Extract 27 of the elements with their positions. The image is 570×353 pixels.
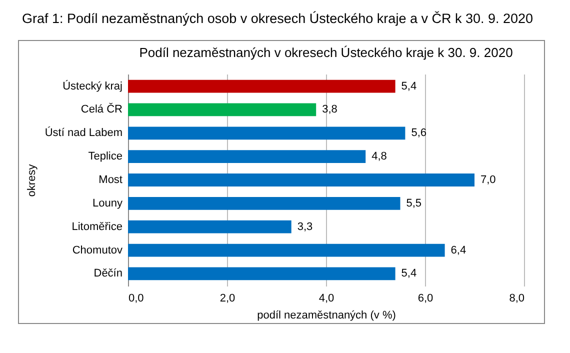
data-label: 5,4 [401, 80, 417, 92]
data-label: 3,8 [322, 104, 338, 116]
y-tick-label: Chomutov [72, 244, 123, 256]
data-label: 6,4 [450, 244, 466, 256]
y-tick-label: Ústecký kraj [62, 79, 122, 92]
x-tick-label: 0,0 [128, 292, 144, 304]
y-tick-label: Louny [92, 197, 123, 210]
y-axis-title: okresy [26, 164, 38, 197]
y-tick-label: Teplice [88, 150, 122, 163]
x-tick-label: 8,0 [509, 292, 524, 304]
data-label: 4,8 [372, 150, 387, 163]
y-tick-label: Most [98, 174, 122, 186]
data-label: 7,0 [480, 174, 496, 186]
chart-subtitle: Podíl nezaměstnaných v okresech Ústeckého kraje k 30. 9. 2020 [139, 45, 513, 60]
y-tick-label: Ústí nad Labem [44, 126, 122, 140]
data-label: 5,5 [406, 197, 422, 210]
x-axis-title: podíl nezaměstnaných (v %) [257, 310, 396, 322]
y-tick-label: Litoměřice [72, 220, 122, 233]
data-label: 3,3 [297, 220, 313, 233]
chart-title: Graf 1: Podíl nezaměstnaných osob v okresech Ústeckého kraje a v ČR k 30. 9. 2020 [22, 11, 534, 26]
x-tick-label: 4,0 [318, 292, 334, 304]
data-label: 5,4 [401, 268, 417, 280]
y-tick-label: Celá ČR [80, 102, 123, 116]
x-tick-label: 6,0 [418, 292, 434, 304]
data-label: 5,6 [411, 127, 426, 140]
x-tick-label: 2,0 [220, 292, 236, 304]
y-tick-label: Děčín [94, 268, 122, 280]
